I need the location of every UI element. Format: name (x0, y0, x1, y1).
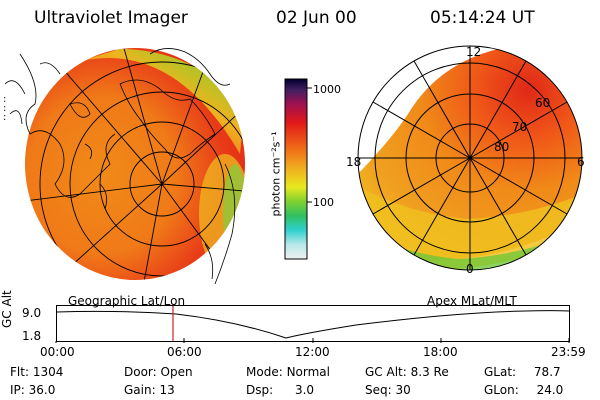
colorbar-tick-1000: 1000 (313, 83, 341, 96)
coastlines (4, 48, 236, 285)
x-tick-1800: 18:00 (423, 345, 458, 359)
door-label: Door: (124, 365, 157, 379)
mlat-mlt-panel (357, 45, 583, 271)
dsp-label: Dsp: (246, 383, 274, 397)
mlt-grid (357, 45, 583, 271)
edge-marks: ::: (3, 94, 7, 123)
altitude-plot-frame (56, 305, 570, 342)
flt-label: Flt: (10, 365, 29, 379)
flt-value: 1304 (32, 365, 64, 379)
status-gc-alt: GC Alt: 8.3 Re (365, 365, 449, 379)
seq-label: Seq: (365, 383, 392, 397)
colorbar-tick-100: 100 (313, 196, 334, 209)
instrument-title: Ultraviolet Imager (34, 8, 188, 28)
gain-value: 13 (159, 383, 175, 397)
mlat-label-70: 70 (512, 120, 528, 134)
x-tick-0600: 06:00 (167, 345, 202, 359)
mlt-label-0: 0 (466, 262, 474, 276)
ip-value: 36.0 (28, 383, 56, 397)
altitude-ytick-low: 1.8 (22, 329, 42, 343)
status-dsp: Dsp: 3.0 (246, 383, 314, 397)
seq-value: 30 (395, 383, 411, 397)
altitude-curve (56, 310, 570, 339)
status-glon: GLon: 24.0 (484, 383, 563, 397)
mlt-label-18: 18 (346, 155, 362, 169)
glat-value: 78.7 (533, 365, 561, 379)
date-label: 02 Jun 00 (276, 8, 357, 28)
status-door: Door: Open (124, 365, 193, 379)
x-tick-0000: 00:00 (40, 345, 75, 359)
left-projection-label: Geographic Lat/Lon (68, 294, 186, 308)
status-mode: Mode: Normal (246, 365, 330, 379)
gc-alt-label: GC Alt: (365, 365, 407, 379)
time-label: 05:14:24 UT (430, 8, 535, 28)
status-flt: Flt: 1304 (10, 365, 63, 379)
glon-label: GLon: (484, 383, 519, 397)
altitude-plot (55, 305, 570, 343)
mlt-label-12: 12 (466, 45, 482, 59)
gain-label: Gain: (124, 383, 156, 397)
colorbar-scale (284, 78, 308, 260)
glon-value: 24.0 (536, 383, 564, 397)
altitude-ylabel: GC Alt (0, 290, 14, 328)
gc-alt-value: 8.3 Re (410, 365, 449, 379)
status-gain: Gain: 13 (124, 383, 175, 397)
mlt-label-6: 6 (577, 155, 585, 169)
mlt-emission-region (358, 46, 582, 270)
status-glat: GLat: 78.7 (484, 365, 561, 379)
glat-label: GLat: (484, 365, 517, 379)
geographic-image-panel (4, 48, 245, 285)
status-seq: Seq: 30 (365, 383, 411, 397)
ip-label: IP: (10, 383, 25, 397)
mode-value: Normal (286, 365, 330, 379)
geographic-grid (25, 48, 245, 280)
colorbar (284, 78, 312, 260)
colorbar-unit-label: photon cm⁻²s⁻¹ (269, 131, 283, 217)
x-tick-2359: 23:59 (551, 345, 586, 359)
right-projection-label: Apex MLat/MLT (427, 294, 517, 308)
status-ip: IP: 36.0 (10, 383, 55, 397)
x-tick-1200: 12:00 (295, 345, 330, 359)
mlat-label-80: 80 (494, 140, 510, 154)
geographic-emission-disk (25, 48, 245, 280)
door-value: Open (160, 365, 193, 379)
altitude-ytick-high: 9.0 (22, 306, 42, 320)
mode-label: Mode: (246, 365, 283, 379)
mlat-label-60: 60 (535, 96, 551, 110)
dsp-value: 3.0 (294, 383, 315, 397)
